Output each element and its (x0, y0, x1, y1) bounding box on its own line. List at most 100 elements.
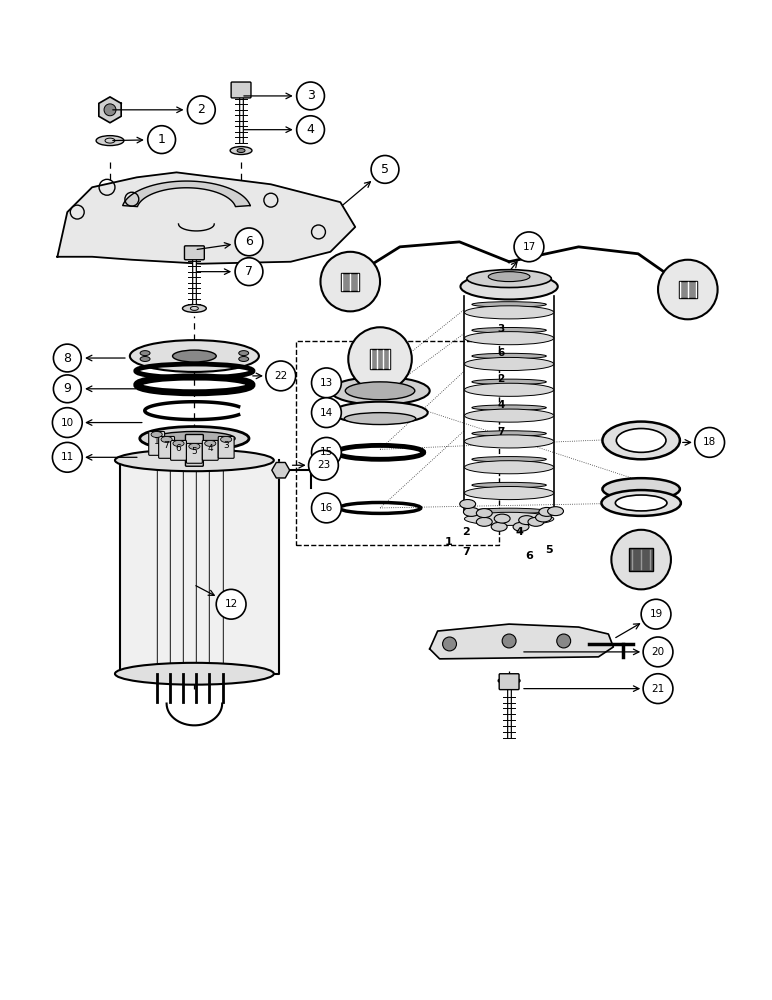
Text: 17: 17 (523, 242, 536, 252)
Ellipse shape (602, 478, 680, 500)
Text: 4: 4 (515, 527, 523, 537)
Ellipse shape (616, 429, 666, 452)
Circle shape (514, 232, 543, 262)
Circle shape (266, 361, 296, 391)
Ellipse shape (472, 379, 547, 385)
FancyBboxPatch shape (185, 434, 203, 466)
FancyBboxPatch shape (218, 436, 234, 458)
Ellipse shape (130, 340, 259, 372)
Circle shape (442, 637, 456, 651)
Ellipse shape (488, 272, 530, 282)
Ellipse shape (460, 274, 557, 299)
Ellipse shape (344, 413, 416, 425)
Polygon shape (430, 624, 613, 659)
Ellipse shape (615, 495, 667, 511)
FancyBboxPatch shape (499, 674, 519, 690)
Text: 5: 5 (381, 163, 389, 176)
FancyBboxPatch shape (202, 440, 218, 460)
Ellipse shape (602, 422, 680, 459)
Ellipse shape (463, 507, 479, 516)
Bar (679, 281, 697, 298)
Ellipse shape (505, 679, 513, 683)
FancyBboxPatch shape (185, 246, 205, 260)
Circle shape (557, 634, 571, 648)
Ellipse shape (333, 402, 428, 424)
Text: 4: 4 (306, 123, 314, 136)
Circle shape (104, 104, 116, 116)
Ellipse shape (115, 449, 274, 471)
Ellipse shape (173, 440, 184, 446)
Circle shape (52, 442, 82, 472)
Text: 1: 1 (445, 537, 452, 547)
Ellipse shape (140, 351, 150, 356)
Circle shape (235, 258, 263, 286)
Ellipse shape (345, 382, 415, 400)
Ellipse shape (472, 328, 547, 333)
Ellipse shape (465, 357, 554, 371)
Text: 18: 18 (703, 437, 716, 447)
Ellipse shape (96, 136, 124, 146)
Ellipse shape (472, 482, 547, 488)
Polygon shape (123, 181, 250, 207)
Ellipse shape (465, 461, 554, 474)
Text: 10: 10 (61, 418, 74, 428)
Ellipse shape (330, 377, 430, 405)
Ellipse shape (472, 302, 547, 307)
Text: 21: 21 (652, 684, 665, 694)
Ellipse shape (221, 436, 232, 442)
Ellipse shape (513, 522, 529, 531)
Ellipse shape (601, 490, 681, 516)
Ellipse shape (205, 440, 216, 446)
Ellipse shape (494, 514, 510, 523)
Circle shape (312, 368, 341, 398)
Ellipse shape (465, 280, 554, 293)
Ellipse shape (154, 431, 235, 445)
Circle shape (235, 228, 263, 256)
Bar (629, 548, 653, 571)
Circle shape (312, 493, 341, 523)
Text: 2: 2 (198, 103, 205, 116)
Bar (341, 273, 359, 291)
Text: 7: 7 (245, 265, 253, 278)
Text: 3: 3 (223, 441, 229, 450)
Text: 5: 5 (191, 447, 198, 456)
FancyBboxPatch shape (171, 440, 187, 460)
Text: 22: 22 (274, 371, 287, 381)
Text: 4: 4 (497, 400, 505, 410)
Ellipse shape (476, 517, 493, 526)
Text: 5: 5 (545, 545, 553, 555)
Ellipse shape (182, 304, 206, 312)
Ellipse shape (115, 663, 274, 685)
FancyBboxPatch shape (187, 443, 202, 463)
Circle shape (312, 398, 341, 428)
Ellipse shape (189, 443, 200, 449)
Text: 6: 6 (245, 235, 253, 248)
Text: 14: 14 (320, 408, 333, 418)
Ellipse shape (465, 512, 554, 525)
Circle shape (502, 634, 516, 648)
Ellipse shape (151, 431, 162, 437)
Text: 13: 13 (320, 378, 333, 388)
Text: 6: 6 (497, 348, 505, 358)
Ellipse shape (230, 147, 252, 155)
Ellipse shape (465, 486, 554, 500)
Ellipse shape (472, 457, 547, 462)
Ellipse shape (536, 513, 551, 522)
Ellipse shape (239, 351, 249, 356)
Circle shape (312, 437, 341, 467)
Ellipse shape (498, 677, 520, 684)
Ellipse shape (237, 149, 245, 153)
Ellipse shape (547, 507, 564, 516)
Ellipse shape (467, 270, 551, 288)
FancyBboxPatch shape (159, 436, 174, 458)
Ellipse shape (465, 409, 554, 422)
Circle shape (658, 260, 718, 319)
Ellipse shape (465, 383, 554, 396)
Text: 4: 4 (208, 444, 213, 453)
Text: 16: 16 (320, 503, 333, 513)
Text: 9: 9 (63, 382, 71, 395)
Text: 8: 8 (63, 352, 71, 365)
Circle shape (296, 82, 324, 110)
Circle shape (348, 327, 411, 391)
Circle shape (216, 589, 246, 619)
